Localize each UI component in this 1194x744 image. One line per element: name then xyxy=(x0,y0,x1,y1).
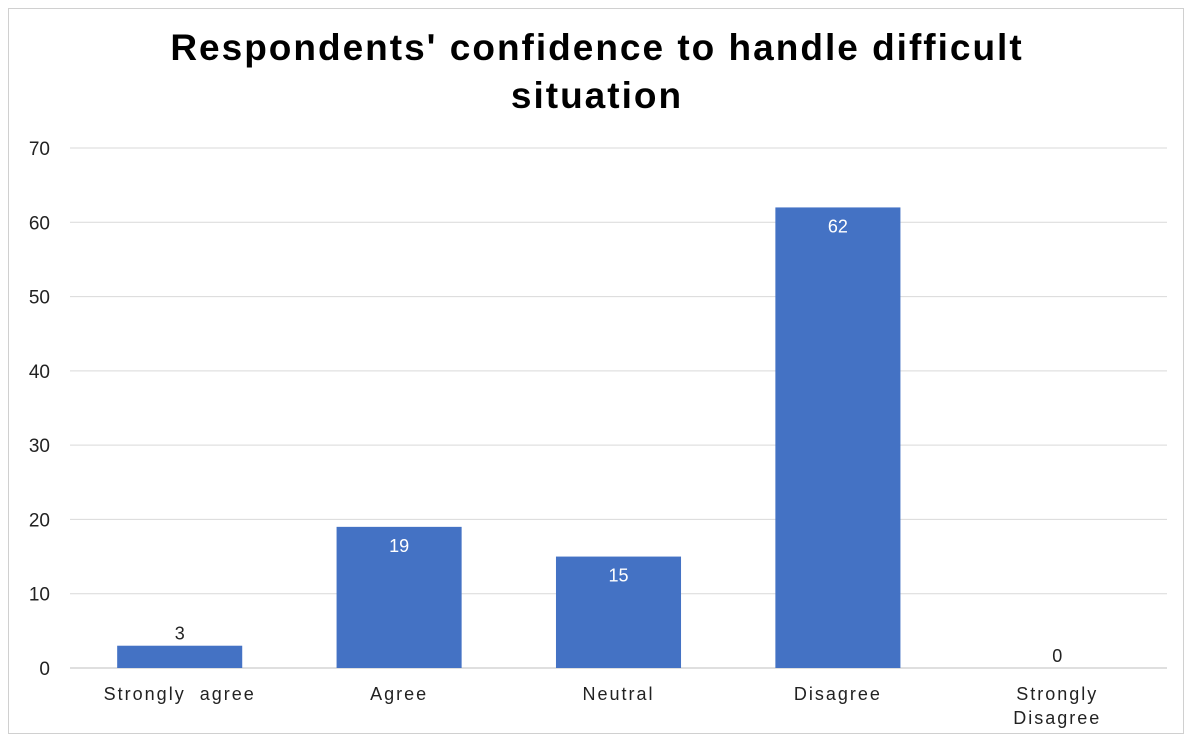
data-label: 3 xyxy=(175,624,185,644)
chart-title-line-1: Respondents' confidence to handle diffic… xyxy=(170,27,1024,68)
data-label: 62 xyxy=(828,216,848,236)
x-tick-label: Strongly agree xyxy=(104,684,256,704)
data-label: 15 xyxy=(608,566,628,586)
x-tick-label: Disagree xyxy=(794,684,882,704)
y-tick-label: 60 xyxy=(29,213,50,234)
bar xyxy=(336,526,462,668)
y-tick-label: 40 xyxy=(29,362,50,383)
x-tick-label: Agree xyxy=(370,684,428,704)
bar xyxy=(775,207,901,668)
y-tick-label: 50 xyxy=(29,288,50,309)
chart-title: Respondents' confidence to handle diffic… xyxy=(0,24,1194,120)
bar xyxy=(555,556,682,668)
bar xyxy=(117,645,243,668)
x-tick-label: Strongly xyxy=(1016,684,1098,704)
y-tick-label: 20 xyxy=(29,510,50,531)
x-tick-label: Disagree xyxy=(1013,708,1101,728)
y-tick-label: 10 xyxy=(29,585,50,606)
y-tick-label: 30 xyxy=(29,436,50,457)
data-label: 0 xyxy=(1052,646,1062,666)
labels: 0 10 20 30 40 50 60 70 3 Strongly agree 19 Agree 15 N… xyxy=(29,139,1101,728)
y-tick-label: 0 xyxy=(39,659,50,680)
chart-title-line-2: situation xyxy=(510,75,684,116)
x-tick-label: Neutral xyxy=(582,684,654,704)
y-tick-label: 70 xyxy=(29,139,50,160)
data-label: 19 xyxy=(389,536,409,556)
gridlines xyxy=(70,147,1167,595)
bars xyxy=(117,207,901,668)
